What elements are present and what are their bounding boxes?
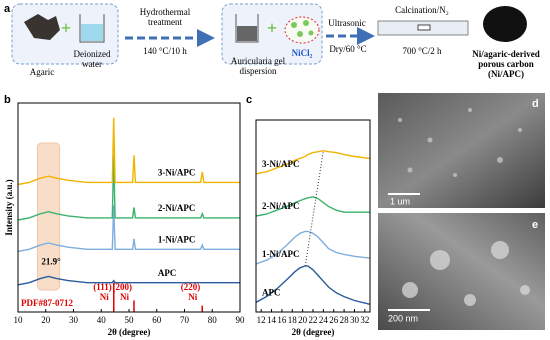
panel-label: b — [4, 94, 11, 106]
x-tick-label: 24 — [319, 315, 329, 325]
series-label: APC — [262, 287, 281, 297]
label: dispersion — [240, 66, 277, 76]
series-label: 1-Ni/APC — [158, 234, 196, 244]
label: treatment — [148, 17, 182, 27]
label: 140 °C/10 h — [143, 46, 187, 56]
boat — [417, 24, 431, 31]
peak-trend — [304, 150, 324, 266]
x-tick-label: 28 — [340, 315, 350, 325]
panel-label: a — [4, 3, 11, 15]
axes-frame — [255, 119, 371, 313]
series-line — [255, 230, 371, 265]
x-tick-label: 26 — [329, 315, 339, 325]
scale-label: 1 um — [390, 196, 410, 206]
reference-name: PDF#87-0712 — [21, 298, 73, 308]
panel-label: c — [246, 94, 252, 106]
scale-label: 200 nm — [388, 313, 418, 323]
label: Dry/60 °C — [329, 44, 366, 54]
series-label: 1-Ni/APC — [262, 249, 300, 259]
label: NiCl₂ — [292, 48, 313, 58]
label: 700 °C/2 h — [402, 46, 442, 56]
sem-texture — [402, 241, 530, 306]
x-tick-label: 32 — [360, 315, 369, 325]
series-label: APC — [158, 268, 177, 278]
highlight — [36, 142, 61, 291]
x-tick-label: 22 — [309, 315, 318, 325]
x-tick-label: 14 — [267, 315, 277, 325]
sem-texture — [398, 108, 522, 177]
x-tick-label: 30 — [69, 315, 79, 325]
x-tick-label: 20 — [41, 315, 51, 325]
label: Calcination/N₂ — [395, 5, 449, 15]
series-line — [17, 205, 240, 253]
series-line — [17, 117, 240, 186]
label: Ultrasonic — [328, 18, 366, 28]
plus: + — [267, 18, 277, 38]
x-tick-label: 10 — [14, 315, 24, 325]
label: Auricularia gel — [231, 56, 286, 66]
label: Agaric — [30, 67, 55, 77]
particles — [291, 20, 314, 37]
y-axis-label: Intensity (a.u.) — [4, 179, 14, 235]
reference-phase: Ni — [100, 292, 109, 302]
schematic: a + Agaric Deionized water Hydrothermal … — [4, 3, 540, 79]
x-tick-label: 20 — [298, 315, 308, 325]
x-tick-label: 16 — [277, 315, 287, 325]
nicl2-icon — [284, 16, 320, 44]
series-label: 2-Ni/APC — [262, 201, 300, 211]
series-line — [17, 155, 240, 221]
label: Hydrothermal — [140, 7, 191, 17]
x-axis-label: 2θ (degree) — [108, 327, 151, 337]
series-label: 3-Ni/APC — [158, 167, 196, 177]
water — [81, 24, 103, 41]
axes-frame — [17, 102, 241, 313]
series-label: 2-Ni/APC — [158, 203, 196, 213]
x-tick-label: 70 — [180, 315, 190, 325]
agaric-icon — [24, 14, 60, 40]
label: water — [82, 59, 102, 69]
label: (Ni/APC) — [488, 69, 524, 79]
series-line — [17, 275, 240, 286]
x-tick-label: 18 — [288, 315, 298, 325]
reference-hkl: (111) — [93, 282, 112, 292]
x-tick-label: 12 — [257, 315, 266, 325]
beaker — [79, 14, 105, 43]
sem-image — [378, 93, 545, 208]
product-icon — [483, 6, 527, 42]
reference-hkl: (220) — [181, 282, 201, 292]
series-line — [255, 149, 371, 175]
beaker — [235, 14, 259, 43]
series-label: 3-Ni/APC — [262, 159, 300, 169]
reference-hkl: (200) — [112, 282, 132, 292]
x-axis-label: 2θ (degree) — [292, 327, 335, 337]
panel-label: d — [532, 98, 539, 110]
x-tick-label: 30 — [350, 315, 360, 325]
x-tick-label: 60 — [152, 315, 162, 325]
plus: + — [61, 18, 71, 38]
series-line — [255, 196, 370, 217]
annotation: 21.9° — [41, 257, 61, 267]
x-tick-label: 40 — [97, 315, 107, 325]
label: Ni/agaric-derived — [472, 49, 539, 59]
gel — [237, 26, 257, 41]
reference-phase: Ni — [188, 292, 197, 302]
reference-phase: Ni — [120, 292, 129, 302]
label: Deionized — [74, 49, 111, 59]
x-tick-label: 50 — [125, 315, 135, 325]
label: porous carbon — [478, 59, 534, 69]
x-tick-label: 80 — [208, 315, 218, 325]
panel-label: e — [532, 219, 538, 231]
x-tick-label: 90 — [236, 315, 246, 325]
series-line — [255, 265, 371, 305]
